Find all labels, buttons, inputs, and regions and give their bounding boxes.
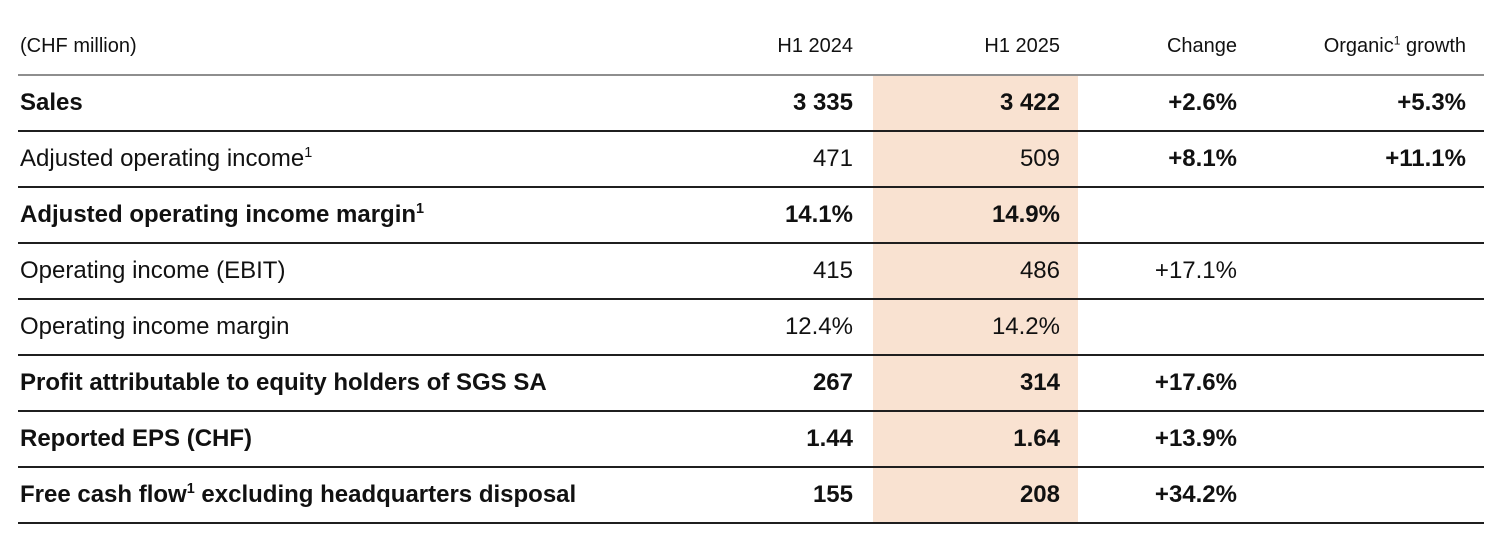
row-label-text: Adjusted operating income margin	[20, 201, 417, 229]
value-h1-2024: 14.1%	[784, 201, 853, 229]
value-change: +8.1%	[1168, 145, 1237, 173]
value-h1-2025: 208	[873, 468, 1078, 522]
table-row-adjusted-operating-income-margin: Adjusted operating income margin1 14.1% …	[18, 188, 1484, 244]
results-table: (CHF million) H1 2024 H1 2025 Change Org…	[18, 0, 1484, 524]
row-label-text-suffix: excluding headquarters disposal	[194, 481, 577, 509]
row-label-text: Reported EPS (CHF)	[20, 425, 253, 453]
unit-label: (CHF million)	[20, 35, 137, 57]
value-h1-2024: 1.44	[806, 425, 853, 453]
row-label: Operating income (EBIT)	[18, 257, 673, 285]
table-row-reported-eps: Reported EPS (CHF) 1.44 1.64 +13.9%	[18, 412, 1484, 468]
row-label-text: Profit attributable to equity holders of…	[20, 369, 547, 397]
table-row-sales: Sales 3 335 3 422 +2.6% +5.3%	[18, 76, 1484, 132]
table-header-row: (CHF million) H1 2024 H1 2025 Change Org…	[18, 0, 1484, 76]
organic-label-suffix: growth	[1400, 35, 1466, 57]
row-label-text: Adjusted operating income	[20, 145, 305, 173]
row-label: Reported EPS (CHF)	[18, 425, 673, 453]
row-label-text: Free cash flow	[20, 481, 187, 509]
value-h1-2025: 486	[873, 244, 1078, 298]
table-row-operating-income-ebit: Operating income (EBIT) 415 486 +17.1%	[18, 244, 1484, 300]
footnote-marker: 1	[304, 145, 313, 162]
row-label: Adjusted operating income margin1	[18, 201, 673, 229]
column-header-change: Change	[1166, 35, 1237, 57]
value-h1-2024: 3 335	[792, 89, 853, 117]
value-h1-2024: 155	[812, 481, 853, 509]
row-label: Profit attributable to equity holders of…	[18, 369, 673, 397]
footnote-marker: 1	[186, 481, 195, 498]
table-row-profit-attributable: Profit attributable to equity holders of…	[18, 356, 1484, 412]
value-h1-2024: 12.4%	[784, 313, 853, 341]
column-header-h1-2025: H1 2025	[984, 35, 1060, 57]
value-change: +2.6%	[1168, 89, 1237, 117]
footnote-marker: 1	[1393, 33, 1401, 48]
table-row-free-cash-flow: Free cash flow1 excluding headquarters d…	[18, 468, 1484, 524]
row-label: Operating income margin	[18, 313, 673, 341]
value-h1-2025: 14.9%	[873, 188, 1078, 242]
row-label-text: Sales	[20, 89, 83, 117]
value-h1-2025: 14.2%	[873, 300, 1078, 354]
value-change: +13.9%	[1154, 425, 1237, 453]
value-h1-2025: 509	[873, 132, 1078, 186]
value-organic-growth: +11.1%	[1385, 145, 1466, 173]
row-label: Free cash flow1 excluding headquarters d…	[18, 481, 673, 509]
value-h1-2024: 471	[812, 145, 853, 173]
column-header-organic-growth: Organic1 growth	[1255, 33, 1484, 74]
value-h1-2025: 314	[873, 356, 1078, 410]
table-row-adjusted-operating-income: Adjusted operating income1 471 509 +8.1%…	[18, 132, 1484, 188]
row-label: Adjusted operating income1	[18, 145, 673, 173]
organic-label: Organic	[1323, 35, 1394, 57]
row-label: Sales	[18, 89, 673, 117]
value-h1-2024: 415	[812, 257, 853, 285]
value-h1-2025: 3 422	[873, 76, 1078, 130]
footnote-marker: 1	[416, 201, 425, 218]
column-header-h1-2024: H1 2024	[777, 35, 853, 57]
row-label-text: Operating income (EBIT)	[20, 257, 286, 285]
value-h1-2024: 267	[812, 369, 853, 397]
table-row-operating-income-margin: Operating income margin 12.4% 14.2%	[18, 300, 1484, 356]
value-change: +34.2%	[1154, 481, 1237, 509]
value-change: +17.1%	[1154, 257, 1237, 285]
value-h1-2025: 1.64	[873, 412, 1078, 466]
value-organic-growth: +5.3%	[1397, 89, 1466, 117]
value-change: +17.6%	[1154, 369, 1237, 397]
row-label-text: Operating income margin	[20, 313, 290, 341]
